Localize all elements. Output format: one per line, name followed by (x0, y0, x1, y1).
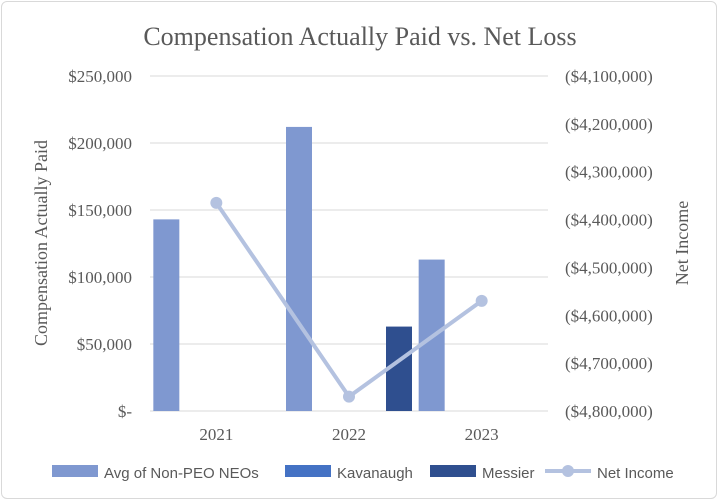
net-income-point-2023 (475, 294, 488, 307)
chart-title: Compensation Actually Paid vs. Net Loss (143, 22, 576, 51)
y2-tick-label: ($4,100,000) (565, 67, 653, 86)
y2-tick-label: ($4,700,000) (565, 354, 653, 373)
y2-tick-label: ($4,400,000) (565, 211, 653, 230)
gridlines (150, 75, 548, 412)
y-tick-label: $100,000 (68, 268, 132, 287)
legend-swatch (430, 465, 476, 477)
net-income-line (210, 196, 488, 403)
net-income-point-2021 (210, 196, 223, 209)
legend-swatch (52, 465, 98, 477)
bar-avg-of-non-peo-neos-2021 (153, 219, 180, 411)
y-tick-label: $200,000 (68, 134, 132, 153)
legend-marker (562, 465, 574, 477)
legend: Avg of Non-PEO NEOs Kavanaugh Messier Net I… (52, 465, 674, 482)
net-income-point-2022 (343, 390, 355, 403)
y-tick-label: $150,000 (68, 201, 132, 220)
y2-tick-label: ($4,600,000) (565, 306, 653, 325)
x-tick-label: 2023 (465, 425, 499, 444)
y-tick-label: $- (118, 402, 133, 421)
secondary-y-axis-label: Net Income (672, 201, 692, 285)
y2-tick-label: ($4,200,000) (565, 115, 653, 134)
legend-label: Avg of Non-PEO NEOs (104, 465, 259, 482)
primary-y-ticks: $250,000 $200,000 $150,000 $100,000 $50,000 $… (68, 67, 132, 421)
bar-avg-of-non-peo-neos-2022 (286, 126, 312, 412)
y2-tick-label: ($4,800,000) (565, 402, 653, 421)
legend-label: Messier (482, 465, 535, 482)
y-tick-label: $50,000 (77, 335, 132, 354)
legend-label: Kavanaugh (337, 465, 413, 482)
bars (153, 126, 445, 412)
y2-tick-label: ($4,500,000) (565, 258, 653, 277)
secondary-y-ticks: ($4,100,000) ($4,200,000) ($4,300,000) ($4,… (565, 67, 653, 421)
x-tick-label: 2021 (199, 425, 233, 444)
legend-swatch (285, 465, 331, 477)
y-axis-label: Compensation Actually Paid (31, 140, 51, 346)
x-tick-label: 2022 (332, 425, 366, 444)
x-ticks: 2021 2022 2023 (199, 425, 498, 444)
y2-tick-label: ($4,300,000) (565, 163, 653, 182)
y-tick-label: $250,000 (68, 67, 132, 86)
legend-label: Net Income (597, 465, 674, 482)
